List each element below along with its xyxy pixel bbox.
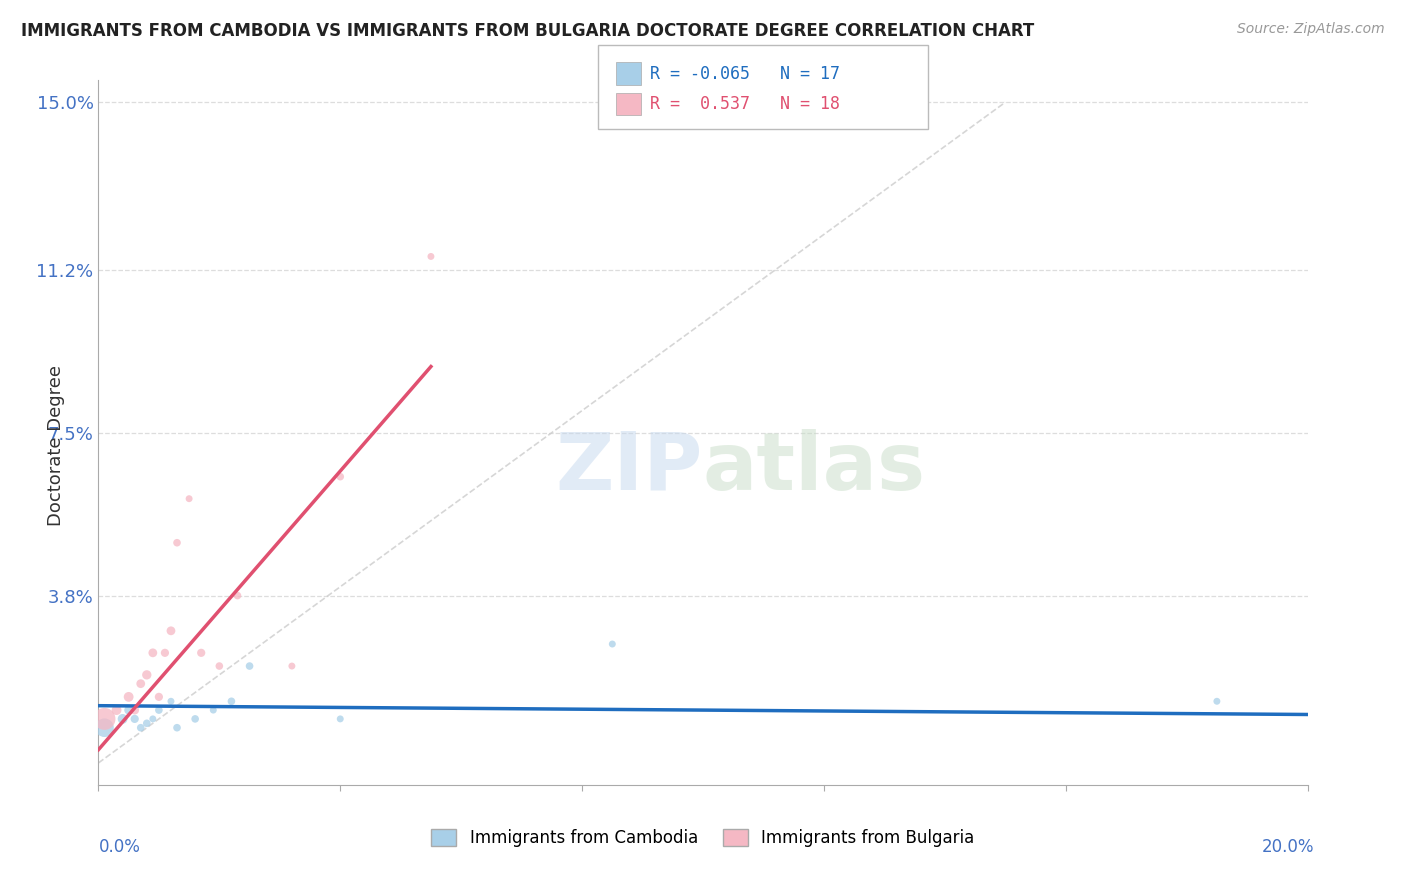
Point [135,668,157,682]
Point [142,646,165,660]
Point [208,659,231,673]
Point [148,703,170,717]
Point [166,535,188,549]
Point [160,694,183,708]
Point [221,694,243,708]
Point [281,659,304,673]
Point [105,703,128,717]
Point [420,249,443,264]
Point [129,676,152,690]
Text: R = -0.065   N = 17: R = -0.065 N = 17 [650,65,839,83]
Point [148,690,170,704]
Point [124,703,146,717]
Text: 0.0%: 0.0% [98,838,141,856]
Point [129,721,152,735]
Point [166,721,188,735]
Text: Doctorate Degree: Doctorate Degree [48,366,65,526]
Text: ZIP: ZIP [555,429,703,507]
Text: 20.0%: 20.0% [1263,838,1315,856]
Point [111,712,134,726]
Point [118,690,141,704]
Point [179,491,201,506]
Point [135,716,157,731]
Point [124,712,146,726]
Point [118,703,141,717]
Point [202,703,225,717]
Point [329,712,352,726]
Legend: Immigrants from Cambodia, Immigrants from Bulgaria: Immigrants from Cambodia, Immigrants fro… [425,822,981,855]
Point [602,637,624,651]
Point [160,624,183,638]
Text: atlas: atlas [703,429,927,507]
Point [239,659,262,673]
Point [329,469,352,483]
Point [184,712,207,726]
Point [226,589,249,603]
Text: Source: ZipAtlas.com: Source: ZipAtlas.com [1237,22,1385,37]
Point [190,646,212,660]
Text: R =  0.537   N = 18: R = 0.537 N = 18 [650,95,839,113]
Point [93,721,115,735]
Text: IMMIGRANTS FROM CAMBODIA VS IMMIGRANTS FROM BULGARIA DOCTORATE DEGREE CORRELATIO: IMMIGRANTS FROM CAMBODIA VS IMMIGRANTS F… [21,22,1035,40]
Point [142,712,165,726]
Point [1206,694,1229,708]
Point [153,646,176,660]
Point [93,712,115,726]
